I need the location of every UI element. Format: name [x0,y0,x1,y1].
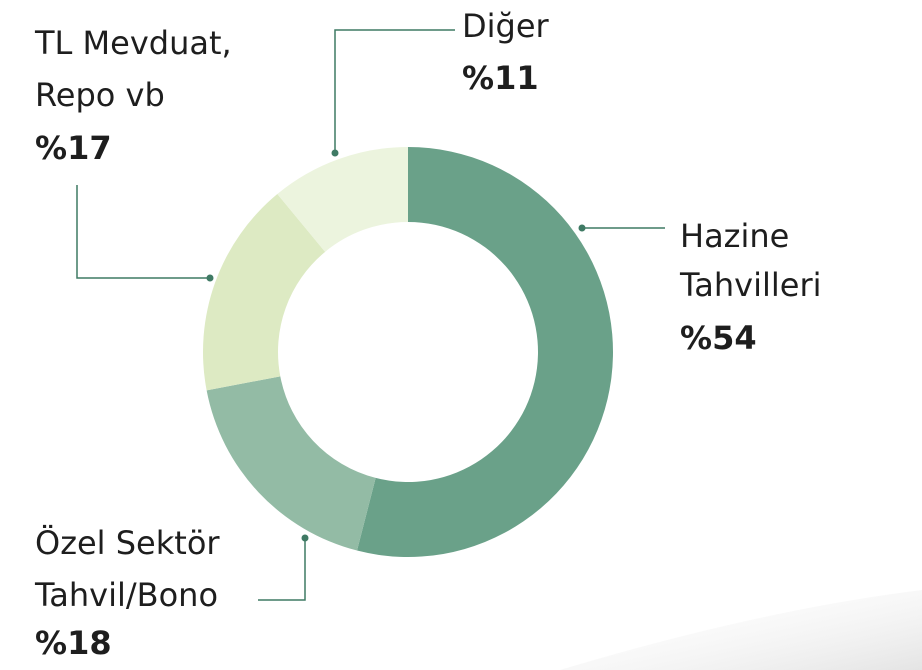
leader-dot [578,224,586,232]
category-label: Tahvilleri [679,266,821,304]
category-label: TL Mevduat, [34,24,232,62]
donut-segment [357,147,613,557]
leader-dot [206,274,214,282]
value-label: %18 [35,624,112,662]
category-label: Diğer [462,7,550,45]
donut-segment [277,147,408,252]
background-shade [560,590,922,670]
leader-dot [331,149,339,157]
donut-segment [203,194,326,391]
value-label: %17 [35,129,112,167]
donut-segment [206,376,376,551]
leader-line [258,538,306,601]
category-label: Özel Sektör [35,524,220,562]
leader-line [334,29,455,153]
leader-dot [301,534,309,542]
category-label: Repo vb [35,76,165,114]
value-label: %11 [462,59,539,97]
category-label: Tahvil/Bono [34,576,218,614]
leader-line [76,185,210,279]
category-label: Hazine [680,217,789,255]
value-label: %54 [680,319,757,357]
